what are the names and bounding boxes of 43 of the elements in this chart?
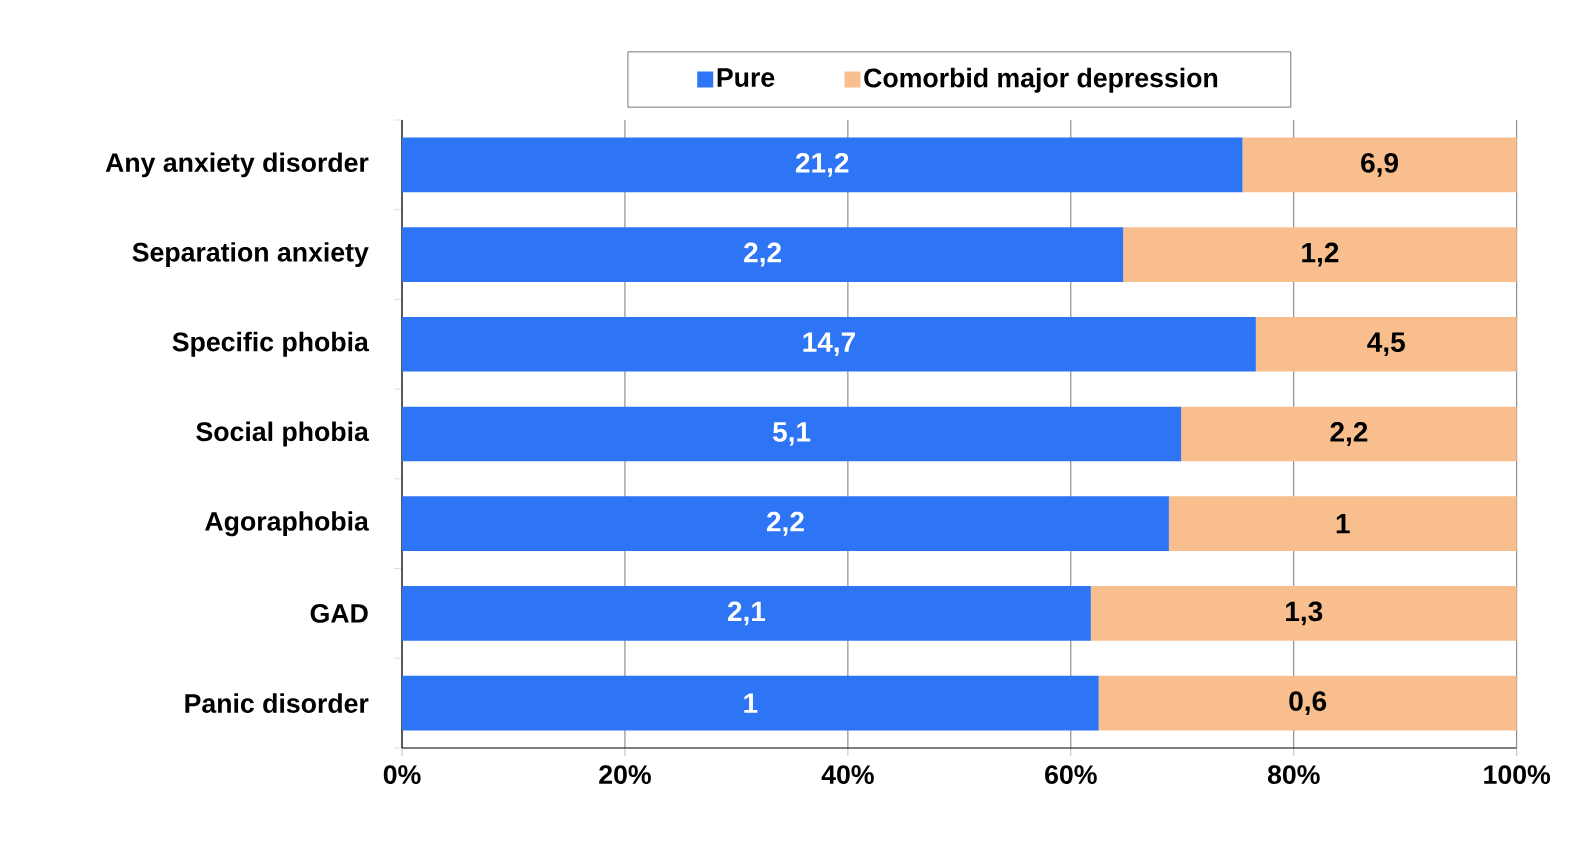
bar bbox=[1123, 227, 1517, 282]
bar bbox=[402, 406, 1182, 462]
annotation: 2,2 bbox=[766, 511, 804, 536]
annotation: 1 bbox=[1336, 514, 1350, 534]
x-tick-label: 80% bbox=[1267, 765, 1320, 785]
annotation: 21,2 bbox=[795, 152, 849, 177]
bar bbox=[1090, 586, 1517, 641]
annotation: 5,1 bbox=[772, 422, 811, 446]
annotation: 0,6 bbox=[1289, 691, 1327, 716]
x-tick-label: 100% bbox=[1484, 765, 1551, 785]
bar bbox=[1255, 316, 1517, 372]
annotation: 1,2 bbox=[1302, 242, 1339, 267]
annotation: 4,5 bbox=[1367, 332, 1405, 357]
y-tick-label: Panic disorder bbox=[185, 693, 369, 713]
bar bbox=[402, 496, 1169, 552]
annotation: 1,3 bbox=[1286, 601, 1323, 626]
annotation: 6,9 bbox=[1361, 152, 1398, 177]
bar bbox=[402, 675, 1099, 731]
bar bbox=[402, 227, 1124, 282]
annotation: 14,7 bbox=[803, 332, 855, 357]
bar bbox=[1181, 406, 1517, 462]
bar bbox=[402, 316, 1256, 372]
x-tick-label: 20% bbox=[599, 765, 651, 785]
y-tick-label: GAD bbox=[310, 603, 368, 623]
x-tick-label: 40% bbox=[821, 765, 874, 785]
y-tick-label: Separation anxiety bbox=[132, 242, 369, 268]
bar bbox=[1168, 496, 1517, 552]
x-tick-label: 60% bbox=[1045, 765, 1097, 785]
bar bbox=[402, 586, 1091, 641]
bar bbox=[1242, 137, 1517, 193]
legend-label: Comorbid major depression bbox=[864, 67, 1218, 93]
bar bbox=[402, 137, 1243, 193]
annotation: 2,2 bbox=[744, 242, 781, 267]
y-tick-label: Social phobia bbox=[196, 421, 370, 447]
annotation: 1 bbox=[744, 693, 758, 713]
y-tick-label: Agoraphobia bbox=[205, 511, 370, 537]
annotation: 2,1 bbox=[727, 601, 766, 626]
bar bbox=[1098, 675, 1517, 731]
annotation: 2,2 bbox=[1330, 422, 1368, 446]
legend-label: Pure bbox=[717, 68, 775, 87]
y-tick-label: Specific phobia bbox=[172, 331, 370, 357]
x-tick-label: 0% bbox=[383, 765, 421, 785]
y-tick-label: Any anxiety disorder bbox=[105, 152, 369, 178]
